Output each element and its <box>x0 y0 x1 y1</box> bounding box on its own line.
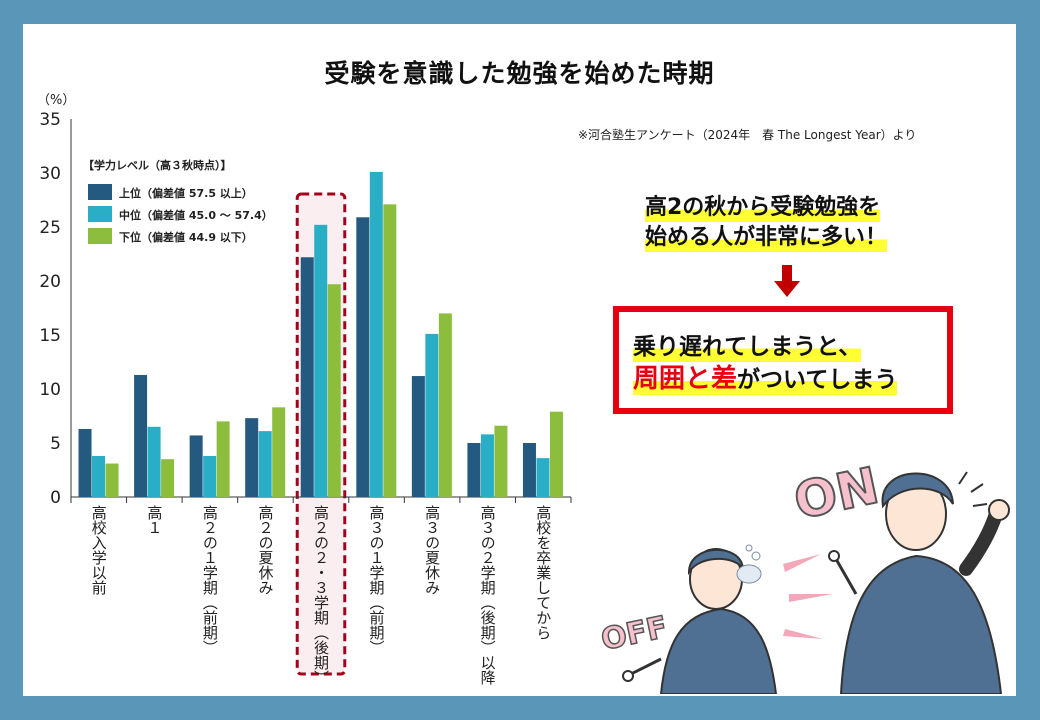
highlight-line-2: 周囲と差がついてしまう <box>633 364 898 395</box>
bar-chart: （%） 0 5 10 15 20 25 30 35 高校入学以前 高１ 高２の１学期（前期） 高２の夏休… <box>37 93 572 685</box>
legend-title: 【学力レベル（高３秋時点）】 <box>83 158 232 172</box>
bar-3-1 <box>105 463 119 497</box>
callout-line-2: 始める人が非常に多い！ <box>645 224 888 252</box>
x-category-label: 高校を卒業してから <box>534 505 552 640</box>
y-axis-unit-label: （%） <box>37 93 75 108</box>
motion-marks <box>958 471 988 507</box>
bar-1-5 <box>300 257 314 497</box>
x-category-label: 高２の１学期（前期） <box>201 505 219 655</box>
y-tick-label: 0 <box>50 488 61 508</box>
bar-2-2 <box>147 426 161 497</box>
bar-2-4 <box>258 431 272 497</box>
bar-2-9 <box>536 458 550 497</box>
y-tick-label: 5 <box>50 434 61 454</box>
x-category-label: 高１ <box>145 505 163 535</box>
source-note: ※河合塾生アンケート（2024年 春 The Longest Year）より <box>578 128 917 142</box>
bar-2-3 <box>203 455 217 497</box>
slide: 受験を意識した勉強を始めた時期 （%） 0 5 10 15 20 25 30 35 高校入学以前 高… <box>23 24 1016 696</box>
bar-1-8 <box>467 443 481 497</box>
x-category-label: 高校入学以前 <box>90 505 108 596</box>
bar-3-9 <box>549 411 563 497</box>
bar-3-7 <box>438 313 452 497</box>
bar-3-8 <box>494 425 508 497</box>
on-off-illustration: ON OFF <box>597 455 1010 694</box>
bar-1-1 <box>78 428 92 497</box>
bar-3-6 <box>383 204 397 497</box>
highlight-emphasis: 周囲と差 <box>633 364 738 394</box>
bar-2-1 <box>92 455 106 497</box>
burst-lines <box>783 554 833 639</box>
bar-3-3 <box>216 421 230 497</box>
legend-swatch-2 <box>88 206 112 222</box>
y-tick-label: 35 <box>39 110 61 130</box>
x-category-label: 高２の２・３学期（後期） <box>312 505 330 685</box>
legend-label-3: 下位（偏差値 44.9 以下） <box>119 230 253 244</box>
legend-label-2: 中位（偏差値 45.0 ～ 57.4） <box>119 208 273 222</box>
y-tick-label: 20 <box>39 272 61 292</box>
x-category-label: 高３の２学期（後期）以降 <box>479 505 497 685</box>
bar-1-7 <box>411 376 425 497</box>
bar-1-2 <box>134 374 148 497</box>
on-label: ON <box>789 456 884 530</box>
y-tick-label: 25 <box>39 218 61 238</box>
y-tick-label: 30 <box>39 164 61 184</box>
highlight-box: 乗り遅れてしまうと、 周囲と差がついてしまう <box>613 306 953 414</box>
bar-1-9 <box>522 443 536 497</box>
bar-3-4 <box>272 407 286 497</box>
legend-swatch-1 <box>88 184 112 200</box>
callout-line-1: 高2の秋から受験勉強を <box>645 194 881 222</box>
bar-1-6 <box>356 217 370 497</box>
highlight-rest: がついてしまう <box>737 367 898 393</box>
legend-swatch-3 <box>88 228 112 244</box>
x-category-label: 高３の１学期（前期） <box>368 505 386 655</box>
y-tick-label: 15 <box>39 326 61 346</box>
x-category-label: 高３の夏休み <box>423 505 441 595</box>
bar-2-8 <box>480 434 494 497</box>
off-label: OFF <box>598 610 670 658</box>
down-arrow-icon <box>774 265 800 297</box>
bar-1-4 <box>245 418 259 497</box>
page-title: 受験を意識した勉強を始めた時期 <box>324 59 715 88</box>
bar-2-6 <box>369 171 383 498</box>
bar-3-5 <box>327 284 341 497</box>
tired-person-figure <box>622 544 778 694</box>
x-category-label: 高２の夏休み <box>256 505 274 595</box>
bar-3-2 <box>161 459 175 497</box>
legend-label-1: 上位（偏差値 57.5 以上） <box>119 186 253 200</box>
bar-2-7 <box>425 333 439 497</box>
bar-1-3 <box>189 435 203 497</box>
bar-2-5 <box>314 224 328 497</box>
highlight-line-1: 乗り遅れてしまうと、 <box>633 332 862 362</box>
energetic-person-figure <box>828 472 1010 694</box>
y-tick-label: 10 <box>39 380 61 400</box>
